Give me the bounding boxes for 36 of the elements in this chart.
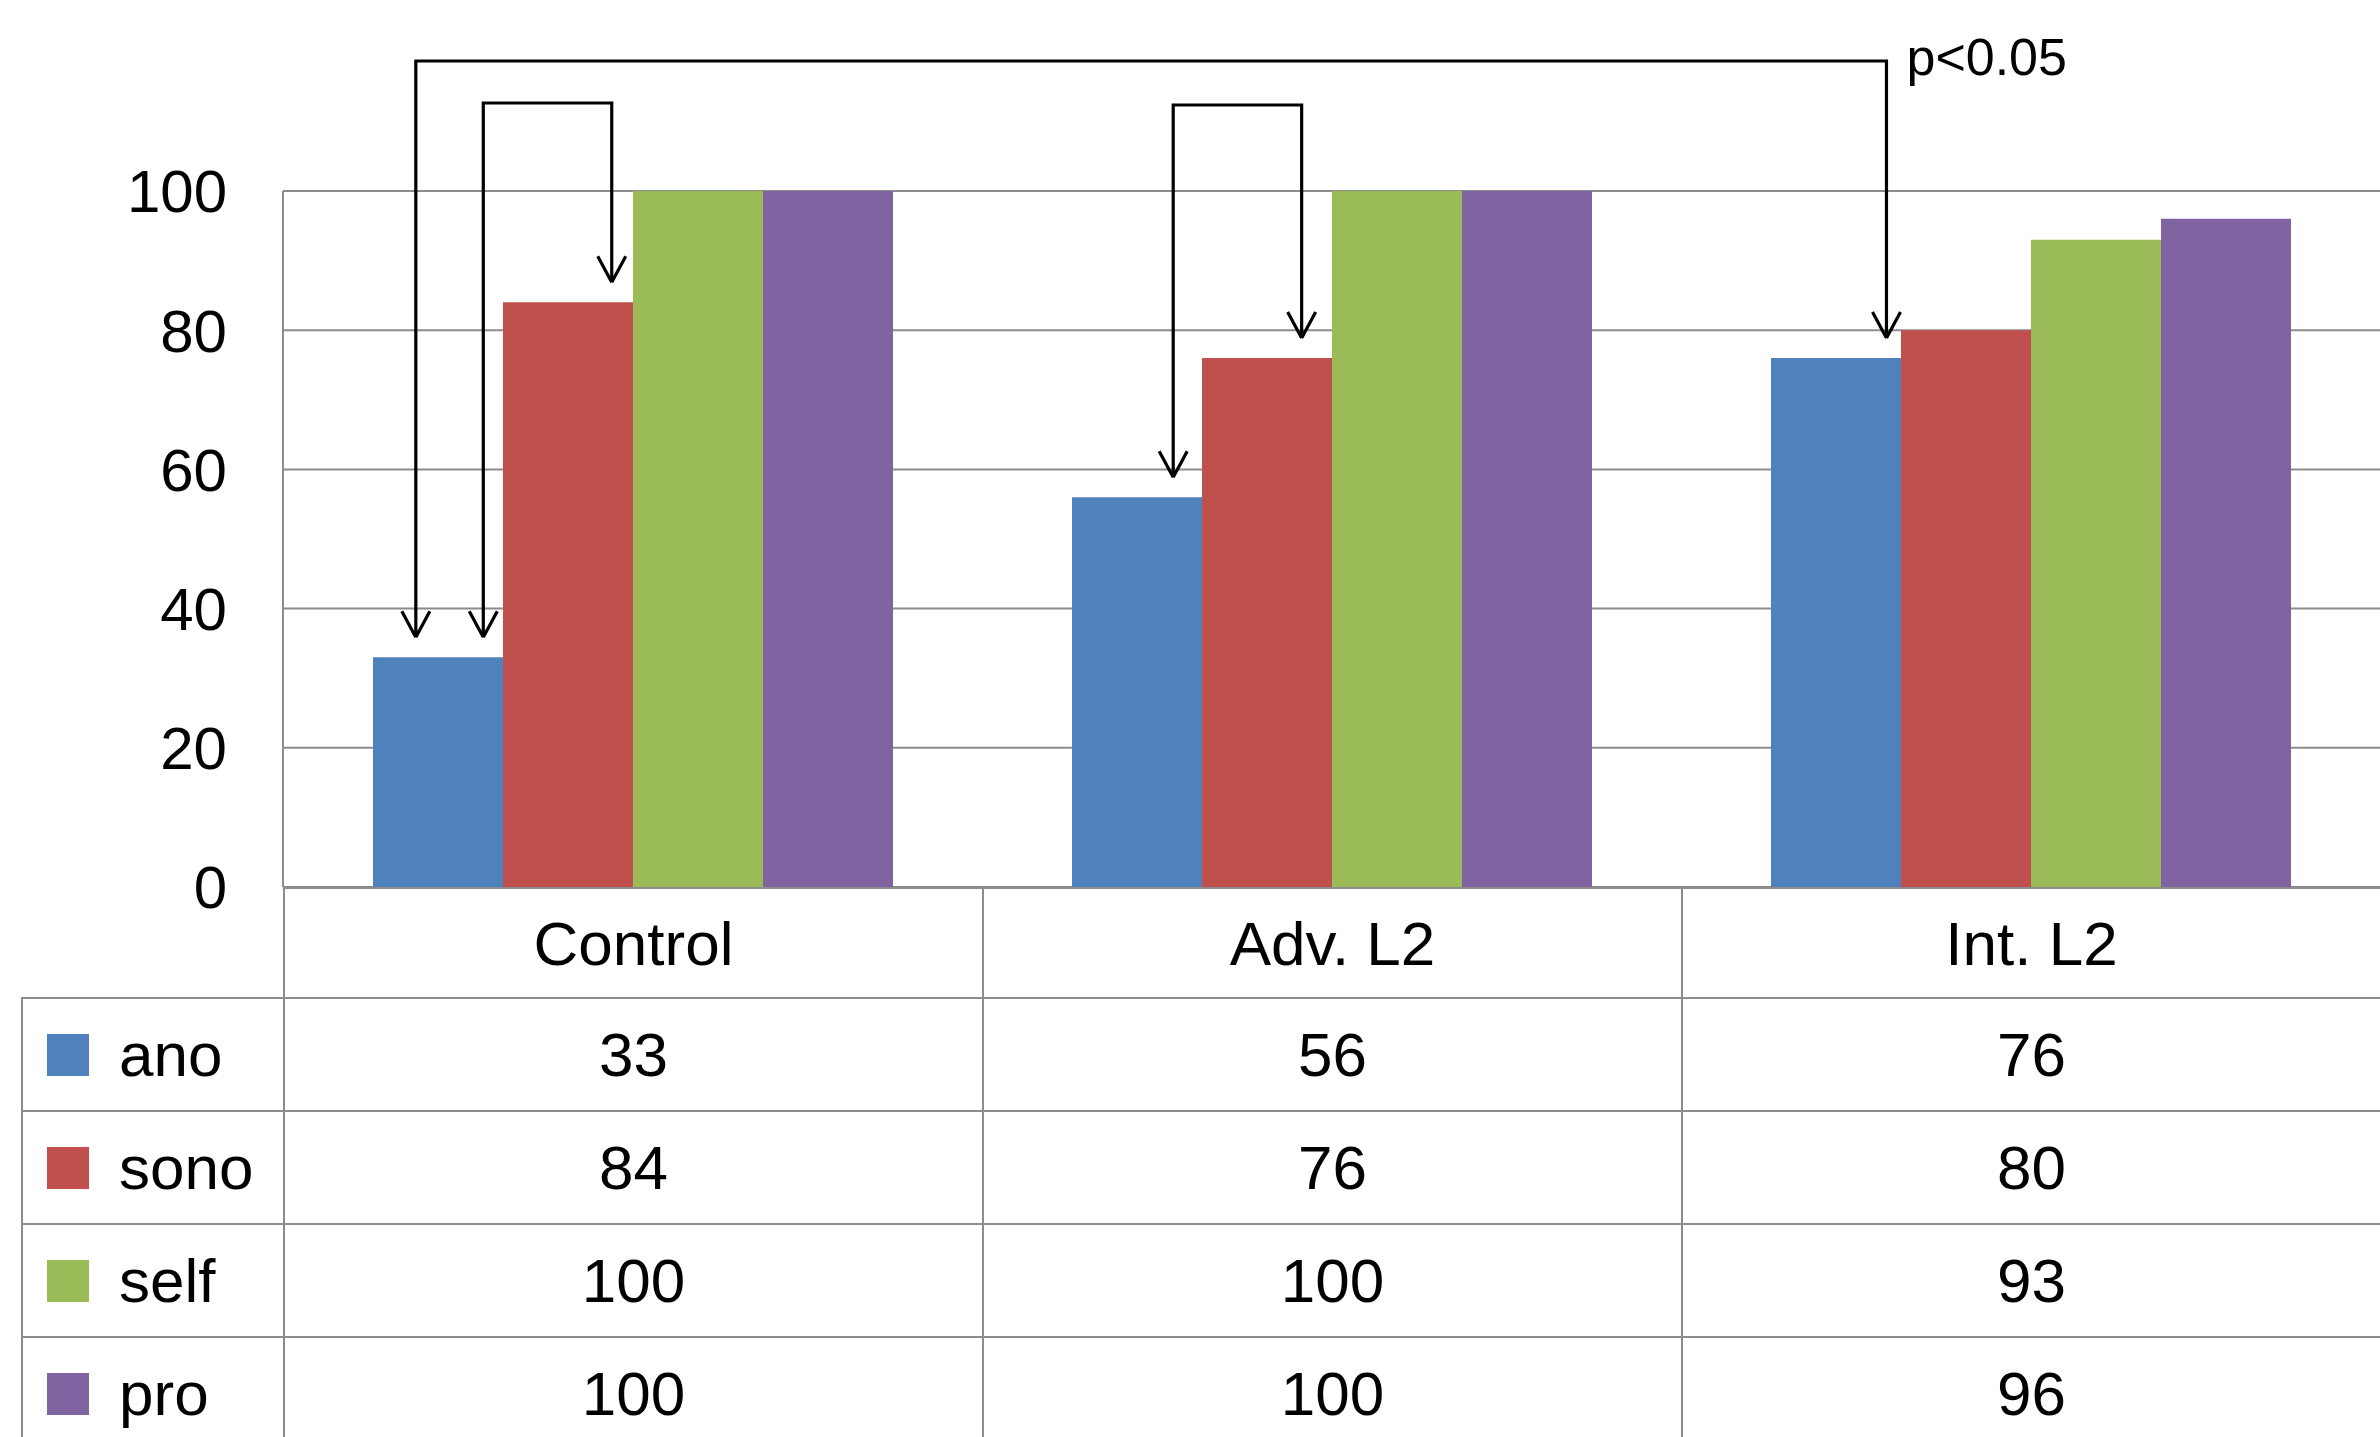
y-tick-label: 20 [160, 715, 227, 783]
bar [1771, 358, 1901, 887]
data-label: 100 [283, 1223, 982, 1336]
data-label: 96 [1681, 1336, 2380, 1437]
legend-label: self [119, 1245, 216, 1316]
bar [1901, 330, 2031, 887]
bar [2161, 218, 2291, 887]
y-tick-label: 0 [193, 854, 227, 922]
x-tick-label: Int. L2 [1681, 887, 2380, 997]
data-label: 100 [982, 1336, 1681, 1437]
data-label: 76 [1681, 997, 2380, 1110]
legend-label: pro [119, 1358, 209, 1429]
data-label: 33 [283, 997, 982, 1110]
bar [633, 191, 763, 887]
bar [1072, 497, 1202, 887]
legend-label: ano [119, 1019, 223, 1090]
data-label: 80 [1681, 1110, 2380, 1223]
x-tick-label: Adv. L2 [982, 887, 1681, 997]
x-tick-label: Control [283, 887, 982, 997]
data-label: 84 [283, 1110, 982, 1223]
y-tick-label: 80 [160, 297, 227, 365]
data-label: 100 [982, 1223, 1681, 1336]
y-tick-label: 60 [160, 436, 227, 504]
data-label: 76 [982, 1110, 1681, 1223]
bar [763, 191, 893, 887]
data-label: 93 [1681, 1223, 2380, 1336]
bar [1332, 191, 1462, 887]
legend-label: sono [119, 1132, 254, 1203]
bar [373, 657, 503, 887]
data-label: 56 [982, 997, 1681, 1110]
bar [2031, 239, 2161, 887]
y-tick-label: 40 [160, 575, 227, 643]
data-label: 100 [283, 1336, 982, 1437]
bar [1462, 191, 1592, 887]
y-tick-label: 100 [126, 158, 227, 226]
text: p<0.05 [1906, 28, 2067, 86]
